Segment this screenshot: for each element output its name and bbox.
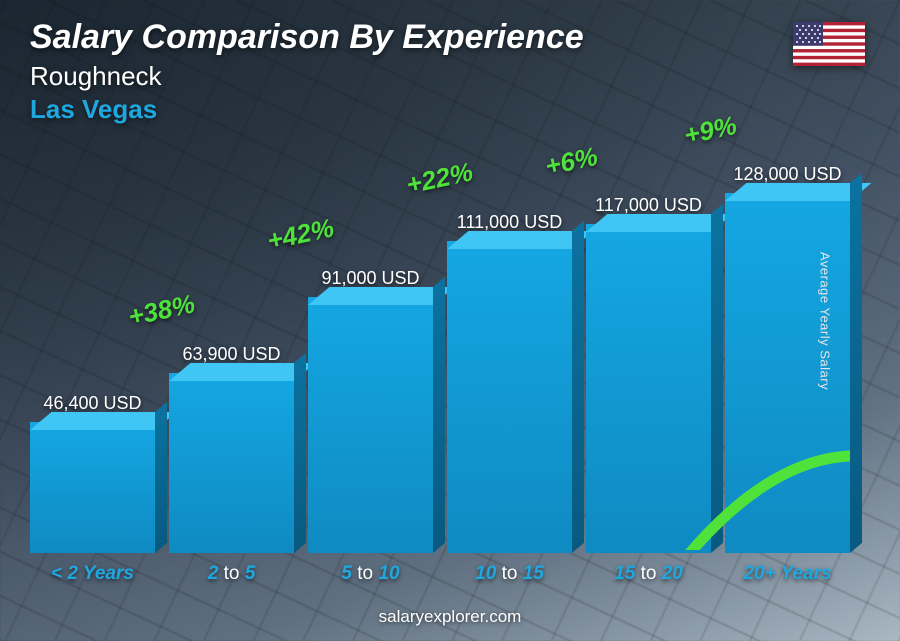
bar-group: 111,000 USD: [447, 212, 572, 553]
category-label: 2 to 5: [169, 563, 294, 585]
bar-value-label: 63,900 USD: [182, 344, 280, 365]
salary-bar-chart: 46,400 USD 63,900 USD 91,000 USD 111,000…: [30, 140, 850, 581]
category-label: < 2 Years: [30, 563, 155, 585]
category-label: 10 to 15: [447, 563, 572, 585]
category-label: 5 to 10: [308, 563, 433, 585]
footer-source: salaryexplorer.com: [0, 607, 900, 627]
y-axis-label: Average Yearly Salary: [817, 251, 832, 389]
bar-group: 63,900 USD: [169, 344, 294, 553]
category-label: 20+ Years: [725, 563, 850, 585]
bar-group: 46,400 USD: [30, 393, 155, 553]
bars-container: 46,400 USD 63,900 USD 91,000 USD 111,000…: [30, 140, 850, 553]
category-labels: < 2 Years 2 to 5 5 to 10 10 to 15 15 to 20 20…: [30, 563, 850, 585]
header: Salary Comparison By Experience Roughnec…: [30, 18, 870, 125]
page-subtitle: Roughneck: [30, 61, 870, 92]
bar-value-label: 128,000 USD: [733, 164, 841, 185]
bar-value-label: 46,400 USD: [43, 393, 141, 414]
bar-value-label: 91,000 USD: [321, 268, 419, 289]
flag-icon: [793, 22, 865, 66]
category-label: 15 to 20: [586, 563, 711, 585]
bar: [308, 297, 433, 553]
page-title: Salary Comparison By Experience: [30, 18, 870, 57]
location-label: Las Vegas: [30, 94, 870, 125]
bar: [586, 224, 711, 553]
bar: [30, 422, 155, 553]
bar-value-label: 117,000 USD: [595, 195, 702, 216]
bar-group: 117,000 USD: [586, 195, 711, 553]
bar-value-label: 111,000 USD: [457, 212, 562, 233]
bar: [447, 241, 572, 553]
bar: [169, 373, 294, 553]
bar-group: 91,000 USD: [308, 268, 433, 553]
